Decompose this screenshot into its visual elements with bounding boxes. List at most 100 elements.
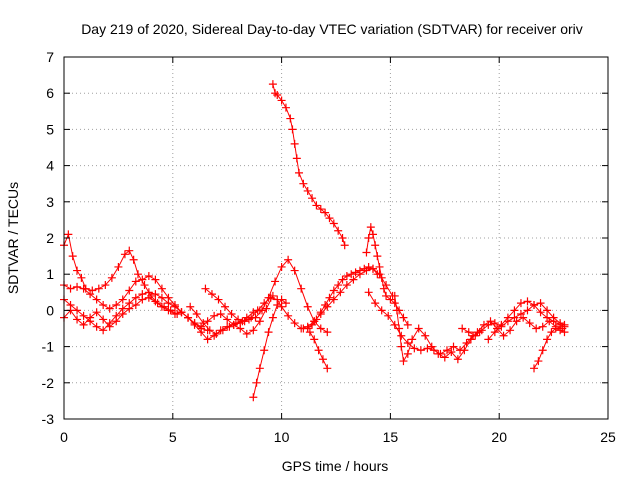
data-point — [336, 288, 345, 297]
data-point — [414, 324, 423, 333]
data-point — [151, 297, 160, 306]
data-point — [368, 264, 377, 273]
data-point — [286, 114, 295, 123]
data-point — [290, 139, 299, 148]
y-axis-label: SDTVAR / TECUs — [5, 182, 21, 294]
data-point — [334, 281, 343, 290]
data-point — [216, 310, 225, 319]
data-point — [364, 288, 373, 297]
data-point — [192, 310, 201, 319]
data-point — [225, 322, 234, 331]
data-point — [214, 295, 223, 304]
data-point — [79, 284, 88, 293]
data-point — [377, 273, 386, 282]
data-point — [242, 329, 251, 338]
data-point — [442, 346, 451, 355]
data-point — [371, 299, 380, 308]
data-point — [403, 320, 412, 329]
data-point — [138, 275, 147, 284]
data-point — [321, 300, 330, 309]
data-point — [99, 326, 108, 335]
data-point — [231, 319, 240, 328]
data-point — [138, 290, 147, 299]
series-sat-k — [362, 223, 412, 329]
data-point — [340, 241, 349, 250]
data-point — [266, 293, 275, 302]
y-tick-label: -3 — [42, 411, 55, 427]
data-point — [360, 264, 369, 273]
data-point — [253, 306, 262, 315]
data-point — [164, 299, 173, 308]
data-point — [484, 320, 493, 329]
data-point — [440, 353, 449, 362]
data-point — [318, 355, 327, 364]
data-point — [201, 284, 210, 293]
data-point — [86, 290, 95, 299]
data-point — [203, 335, 212, 344]
y-tick-label: 5 — [46, 121, 54, 137]
data-point — [325, 214, 334, 223]
chart-title: Day 219 of 2020, Sidereal Day-to-day VTE… — [81, 21, 583, 37]
data-point — [125, 299, 134, 308]
x-tick-label: 5 — [169, 429, 177, 445]
data-point — [131, 293, 140, 302]
data-point — [329, 295, 338, 304]
data-point — [197, 328, 206, 337]
data-point — [503, 313, 512, 322]
data-point — [73, 266, 82, 275]
data-point — [351, 268, 360, 277]
data-point — [316, 308, 325, 317]
data-point — [144, 288, 153, 297]
data-point — [151, 275, 160, 284]
data-point — [314, 346, 323, 355]
data-point — [342, 272, 351, 281]
data-point — [210, 311, 219, 320]
data-point — [536, 299, 545, 308]
data-point — [164, 306, 173, 315]
y-tick-label: 1 — [46, 266, 54, 282]
data-point — [349, 275, 358, 284]
series-sat-h — [268, 80, 349, 250]
data-point — [125, 246, 134, 255]
data-point — [366, 223, 375, 232]
data-point — [390, 291, 399, 300]
data-point — [453, 355, 462, 364]
data-point — [368, 230, 377, 239]
data-point — [190, 320, 199, 329]
data-point — [170, 302, 179, 311]
data-point — [484, 335, 493, 344]
data-point — [234, 315, 243, 324]
data-point — [338, 275, 347, 284]
data-point — [523, 306, 532, 315]
data-point — [375, 262, 384, 271]
data-point — [516, 299, 525, 308]
data-point — [547, 328, 556, 337]
data-point — [397, 331, 406, 340]
data-point — [92, 322, 101, 331]
data-point — [303, 186, 312, 195]
data-point — [77, 273, 86, 282]
data-point — [423, 344, 432, 353]
data-point — [252, 378, 261, 387]
data-point — [144, 272, 153, 281]
data-point — [308, 194, 317, 203]
data-point — [112, 300, 121, 309]
data-point — [532, 324, 541, 333]
data-point — [255, 364, 264, 373]
data-point — [186, 302, 195, 311]
data-point — [207, 290, 216, 299]
y-tick-label: 6 — [46, 85, 54, 101]
y-tick-label: -2 — [42, 375, 55, 391]
series-sat-m — [390, 291, 567, 366]
series-line — [394, 295, 563, 363]
data-point — [373, 252, 382, 261]
data-point — [277, 96, 286, 105]
y-tick-label: 7 — [46, 49, 54, 65]
data-point — [236, 324, 245, 333]
data-point — [218, 326, 227, 335]
data-point — [66, 300, 75, 309]
data-point — [510, 306, 519, 315]
data-point — [203, 317, 212, 326]
data-point — [125, 286, 134, 295]
data-point — [516, 310, 525, 319]
